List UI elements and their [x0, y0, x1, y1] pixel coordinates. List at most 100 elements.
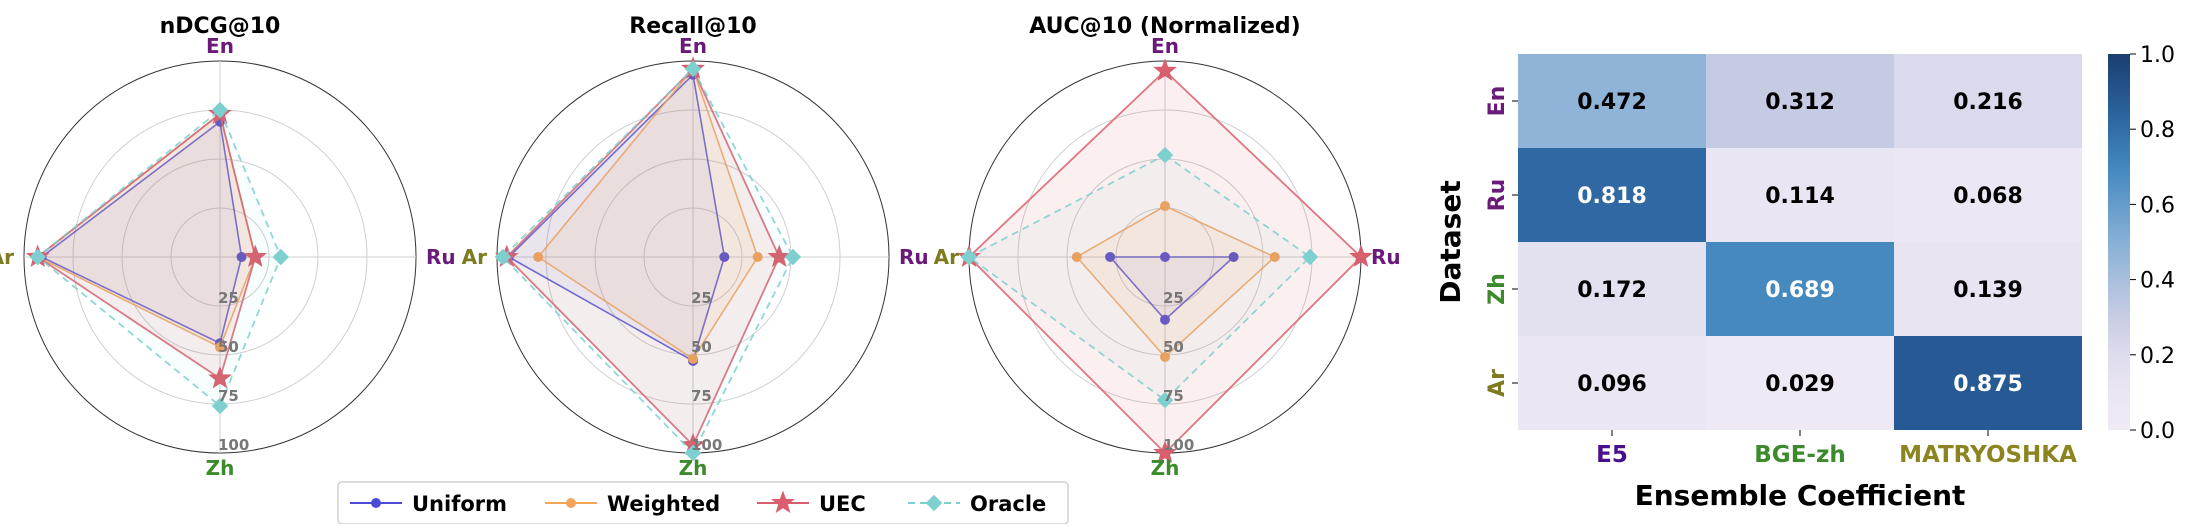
radar-point-uec — [1349, 244, 1373, 268]
heatmap-col-label: BGE-zh — [1754, 442, 1845, 468]
legend-marker-oracle — [925, 494, 943, 512]
axis-label-en: En — [679, 34, 707, 58]
heatmap-row-label: En — [1485, 86, 1510, 117]
radar-title: Recall@10 — [629, 14, 756, 39]
heatmap-cell-label: 0.068 — [1953, 184, 2023, 209]
legend: Uniform Weighted UEC Oracle — [337, 481, 1069, 525]
radar-area-oracle — [37, 110, 281, 406]
radial-tick-label: 75 — [1163, 387, 1184, 405]
heatmap-cell — [1518, 242, 1706, 336]
radar-point-weighted — [215, 342, 225, 353]
axis-label-zh: Zh — [1151, 456, 1180, 480]
radar-point-oracle — [960, 248, 978, 266]
radar-point-weighted — [1160, 351, 1170, 362]
radar-line-oracle — [967, 154, 1312, 402]
heatmap-cell — [1894, 336, 2082, 430]
heatmap-chart: 0.472 0.312 0.216 0.818 0.114 0.068 0.172 0.689… — [1434, 43, 2175, 512]
heatmap-cell — [1894, 54, 2082, 148]
axis-label-ru: Ru — [899, 245, 929, 269]
heatmap-col-label: E5 — [1596, 442, 1628, 468]
radar-point-oracle — [211, 397, 229, 415]
radar-area-uniform — [41, 121, 242, 344]
radar-chart-3: AUC@10 (Normalized) 25 50 75 100 En Ru Zh Ar — [934, 14, 1401, 480]
heatmap-col-label: MATRYOSHKA — [1899, 442, 2077, 468]
heatmap-cell-label: 0.172 — [1577, 278, 1647, 303]
heatmap-cell-label: 0.472 — [1577, 90, 1647, 115]
legend-marker-weighted — [566, 498, 576, 508]
heatmap-cell — [1706, 336, 1894, 430]
heatmap-ylabel: Dataset — [1434, 180, 1467, 303]
radar-point-oracle — [1301, 248, 1319, 266]
radial-tick-label: 100 — [691, 436, 722, 454]
heatmap-row-label: Ar — [1485, 369, 1510, 397]
radar-point-oracle — [1156, 391, 1174, 409]
radial-tick-label: 100 — [218, 436, 249, 454]
radar-point-weighted — [1160, 201, 1170, 212]
heatmap-cell — [1518, 148, 1706, 242]
radial-tick-label: 50 — [218, 338, 239, 356]
radar-point-uniform — [1105, 252, 1116, 262]
colorbar-tick-label: 0.6 — [2140, 193, 2175, 218]
legend-marker-uniform — [371, 498, 381, 508]
colorbar-tick-label: 1.0 — [2140, 43, 2175, 68]
legend-label-weighted: Weighted — [607, 492, 720, 516]
radar-area-oracle — [969, 155, 1310, 401]
radar-point-oracle — [684, 60, 702, 78]
radar-point-uec — [208, 366, 232, 389]
radar-area-weighted — [1076, 206, 1275, 357]
radar-point-weighted — [688, 353, 698, 364]
radar-area-weighted — [37, 113, 256, 348]
legend-label-oracle: Oracle — [970, 492, 1046, 516]
radar-area-uniform — [1110, 257, 1234, 320]
radar-point-weighted — [752, 252, 763, 262]
legend-label-uec: UEC — [819, 492, 866, 516]
radial-tick-label: 100 — [1163, 436, 1194, 454]
radar-point-uniform — [1160, 314, 1170, 325]
heatmap-cell-label: 0.875 — [1953, 372, 2023, 397]
colorbar-tick-label: 0.2 — [2140, 344, 2175, 369]
axis-label-zh: Zh — [206, 456, 235, 480]
heatmap-cell-label: 0.114 — [1765, 184, 1835, 209]
radar-area-oracle — [502, 68, 793, 454]
heatmap-row-label: Zh — [1485, 273, 1510, 305]
radar-area-uniform — [508, 74, 725, 361]
radar-point-oracle — [272, 248, 289, 266]
radar-point-uniform — [1160, 252, 1170, 262]
heatmap-cell — [1894, 148, 2082, 242]
radar-point-uec — [767, 244, 792, 268]
radar-point-oracle — [784, 248, 802, 266]
radar-point-oracle — [29, 248, 46, 266]
radial-tick-label: 75 — [691, 387, 712, 405]
heatmap-cell-label: 0.139 — [1953, 278, 2023, 303]
radar-area-uec — [37, 113, 256, 379]
colorbar-tick-label: 0.4 — [2140, 269, 2175, 294]
radar-title: AUC@10 (Normalized) — [1029, 14, 1300, 39]
heatmap-cell-label: 0.818 — [1577, 184, 1647, 209]
radar-point-weighted — [533, 252, 544, 262]
radial-tick-label: 25 — [1163, 289, 1184, 307]
radar-point-weighted — [1071, 252, 1082, 262]
axis-label-ar: Ar — [934, 245, 959, 269]
radial-tick-label: 25 — [691, 289, 712, 307]
colorbar-tick-label: 0.0 — [2140, 419, 2175, 444]
axis-label-zh: Zh — [679, 456, 708, 480]
heatmap-cell — [1518, 54, 1706, 148]
radar-point-oracle — [1156, 146, 1174, 164]
radar-point-uec — [1153, 440, 1177, 464]
radial-tick-label: 50 — [1163, 338, 1184, 356]
radar-chart-2: Recall@10 25 50 75 100 En Ru Zh Ar — [462, 14, 929, 480]
radial-tick-label: 75 — [218, 387, 239, 405]
radar-chart-1: nDCG@10 25 50 75 100 En Ru Zh Ar — [0, 14, 456, 480]
radar-point-oracle — [494, 248, 512, 266]
axis-label-en: En — [1151, 34, 1179, 58]
radar-point-uniform — [236, 252, 247, 262]
heatmap-cell — [1706, 148, 1894, 242]
heatmap-row-label: Ru — [1485, 179, 1510, 212]
legend-label-uniform: Uniform — [412, 492, 507, 516]
heatmap-cell — [1706, 54, 1894, 148]
radar-point-uniform — [1228, 252, 1239, 262]
radar-point-oracle — [211, 101, 229, 119]
heatmap-cell — [1706, 242, 1894, 336]
